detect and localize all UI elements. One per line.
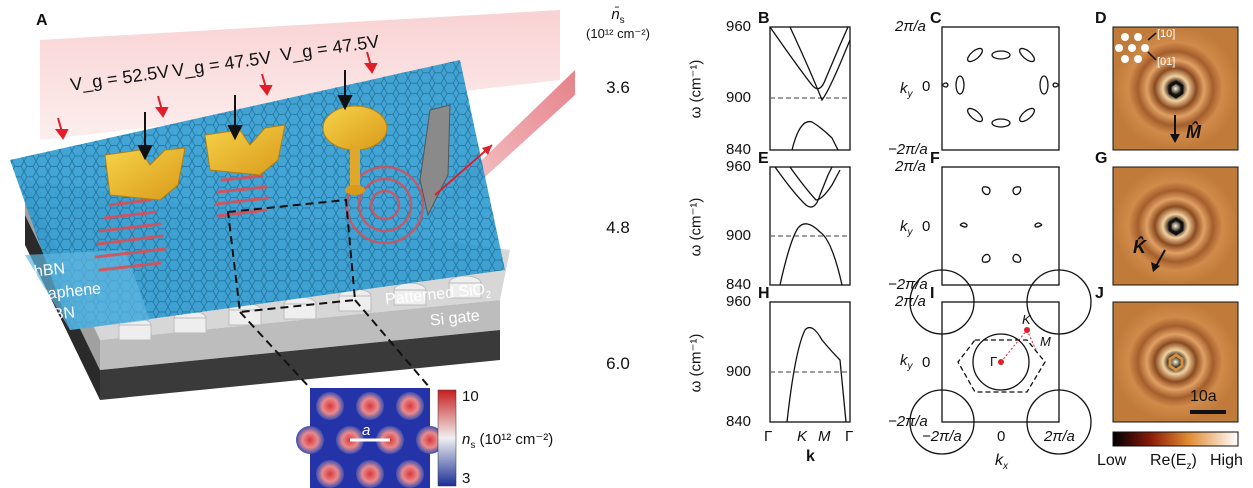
i-xtick-0: 0 [997,428,1006,445]
afm-tip [419,104,451,217]
panel-label-i: I [930,285,935,302]
colorbar-low: Low [1097,452,1127,469]
c-ytick-0: 0 [922,78,931,95]
density-value-1: 3.6 [606,78,630,97]
m-label: M [1040,334,1051,349]
hbn-cutaway [25,250,150,330]
band-plots [769,26,851,423]
h-xlabel: k [806,448,815,465]
panel-label-b: B [758,10,770,27]
e-ytick-960: 960 [726,158,752,175]
i-ytick-bottom: −2π/a [888,413,928,430]
h-xtick-gamma-right: Γ [845,428,854,445]
h-ytick-960: 960 [726,293,752,310]
density-value-3: 6.0 [606,354,630,373]
b-ytick-960: 960 [726,18,752,35]
red-arrows [55,51,378,140]
panel-label-j: J [1095,285,1104,302]
c-ytick-top: 2π/a [895,18,926,35]
i-xtick-left: −2π/a [922,428,962,445]
layer-label-hbn-top: hBN [33,260,66,281]
e-ytick-840: 840 [726,276,752,293]
density-unit: (10¹² cm⁻²) [586,26,650,41]
i-ytick-0: 0 [922,354,931,371]
h-ylabel: ω (cm⁻¹) [687,333,705,393]
h-ytick-840: 840 [726,413,752,430]
panel-label-d: D [1095,10,1107,27]
i-xlabel: kx [995,452,1008,473]
i-xtick-right: 2π/a [1044,428,1075,445]
density-value-2: 4.8 [606,218,630,237]
field-colorbar [1112,431,1239,447]
density-inset [296,388,457,488]
scattered-arrow [434,144,493,196]
c-ytick-bottom: −2π/a [888,141,928,158]
lattice-constant-label: a [362,422,371,439]
colorbar-label: Re(Ez) [1150,452,1197,473]
i-ylabel: ky [900,352,913,372]
field-maps [1112,26,1239,447]
gate-arrows [137,70,353,161]
ns-colorbar-min: 3 [462,470,471,487]
gold-disk [322,105,388,151]
h-xtick-gamma-left: Γ [764,428,773,445]
e-ytick-900: 900 [726,227,752,244]
e-ylabel: ω (cm⁻¹) [687,197,705,257]
i-ytick-top: 2π/a [895,293,926,310]
plasmon-waves-left [94,198,167,272]
gold-disk-stem [350,145,360,190]
density-header: n̄s [611,6,625,26]
panel-label-f: F [930,150,940,167]
layer-label-hbn-bottom: hBN [43,304,76,325]
h-xtick-m: M [818,428,831,445]
zoom-box [226,198,431,389]
h-ytick-900: 900 [726,363,752,380]
b-ylabel: ω (cm⁻¹) [687,59,705,119]
panel-label-a: A [36,12,48,29]
plasmon-waves-middle [214,174,270,218]
ns-colorbar [437,389,457,487]
b-ytick-900: 900 [726,89,752,106]
arrow-m-label: M̂ [1186,122,1201,142]
panel-label-e: E [758,150,769,167]
scale-bar [1190,410,1226,414]
f-ylabel: ky [900,218,913,238]
ns-colorbar-label: ns (10¹² cm⁻²) [462,431,554,451]
scalebar-label: 10a [1190,388,1217,405]
panel-label-h: H [758,285,770,302]
dir-01-label: [01] [1157,56,1176,68]
k-label: K [1022,312,1031,327]
arrow-k-label: K̂ [1133,237,1146,257]
colorbar-high: High [1210,452,1243,469]
h-xtick-k: K [797,428,808,445]
f-ytick-bottom: −2π/a [888,276,928,293]
gold-contact-middle [204,124,286,176]
c-ylabel: ky [900,80,913,100]
ns-colorbar-max: 10 [462,388,479,405]
light-beam [40,10,560,140]
f-ytick-top: 2π/a [895,158,926,175]
b-ytick-840: 840 [726,141,752,158]
contour-plots [909,26,1092,455]
dir-10-label: [10] [1157,28,1176,40]
gamma-label: Γ [990,354,998,369]
panel-label-c: C [930,10,942,27]
panel-label-g: G [1095,150,1108,167]
f-ytick-0: 0 [922,218,931,235]
